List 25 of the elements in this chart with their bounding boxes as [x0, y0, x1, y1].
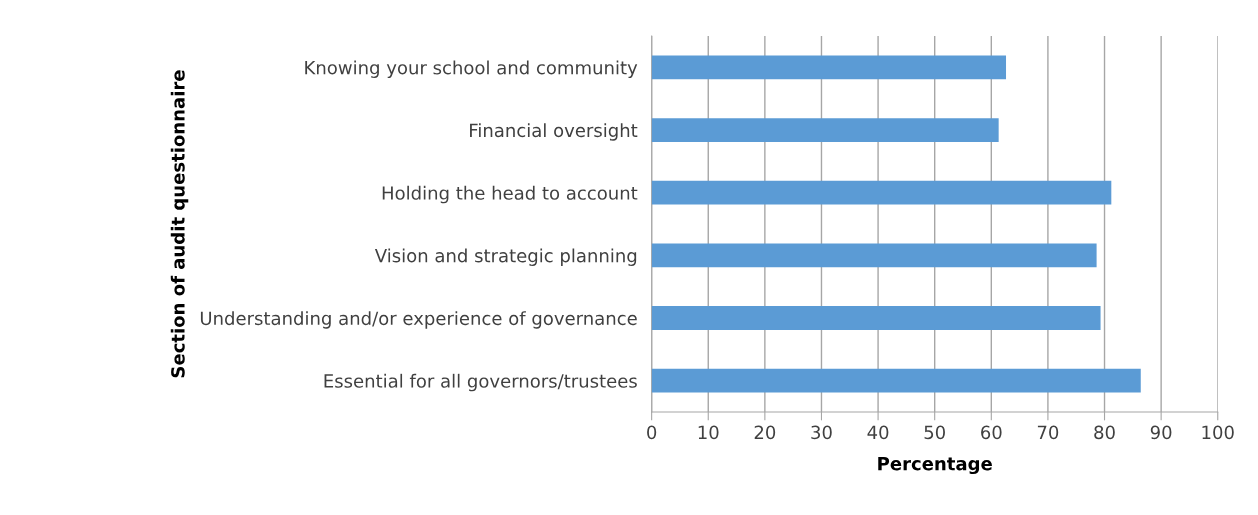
x-tick-label: 70 [1037, 425, 1059, 440]
y-tick-label: Financial oversight [470, 123, 638, 141]
bar [651, 306, 1101, 330]
x-tick-label: 40 [867, 425, 889, 440]
x-tick-label: 60 [981, 425, 1002, 440]
bar [651, 243, 1097, 268]
bar [651, 55, 1007, 80]
x-tick-label: 50 [924, 425, 945, 440]
y-axis-title: Section of audit questionnaire [170, 70, 189, 378]
x-tick-label: 0 [647, 425, 657, 440]
bar [651, 368, 1141, 393]
x-tick-label: 30 [811, 425, 832, 440]
x-tick-label: 20 [754, 425, 776, 440]
x-tick-label: 80 [1094, 425, 1115, 440]
y-tick-label: Knowing your school and community [305, 60, 638, 78]
y-tick-label: Essential for all governors/trustees [324, 373, 637, 392]
bar [651, 118, 999, 142]
x-tick-label: 10 [698, 425, 719, 440]
y-tick-label: Vision and strategic planning [374, 248, 637, 266]
x-axis-title: Percentage [878, 456, 992, 475]
x-tick-label: 100 [1202, 425, 1234, 440]
x-tick-label: 90 [1150, 425, 1172, 440]
y-tick-label: Holding the head to account [382, 185, 638, 204]
bar [651, 180, 1112, 205]
y-tick-label: Understanding and/or experience of governance [200, 311, 637, 329]
